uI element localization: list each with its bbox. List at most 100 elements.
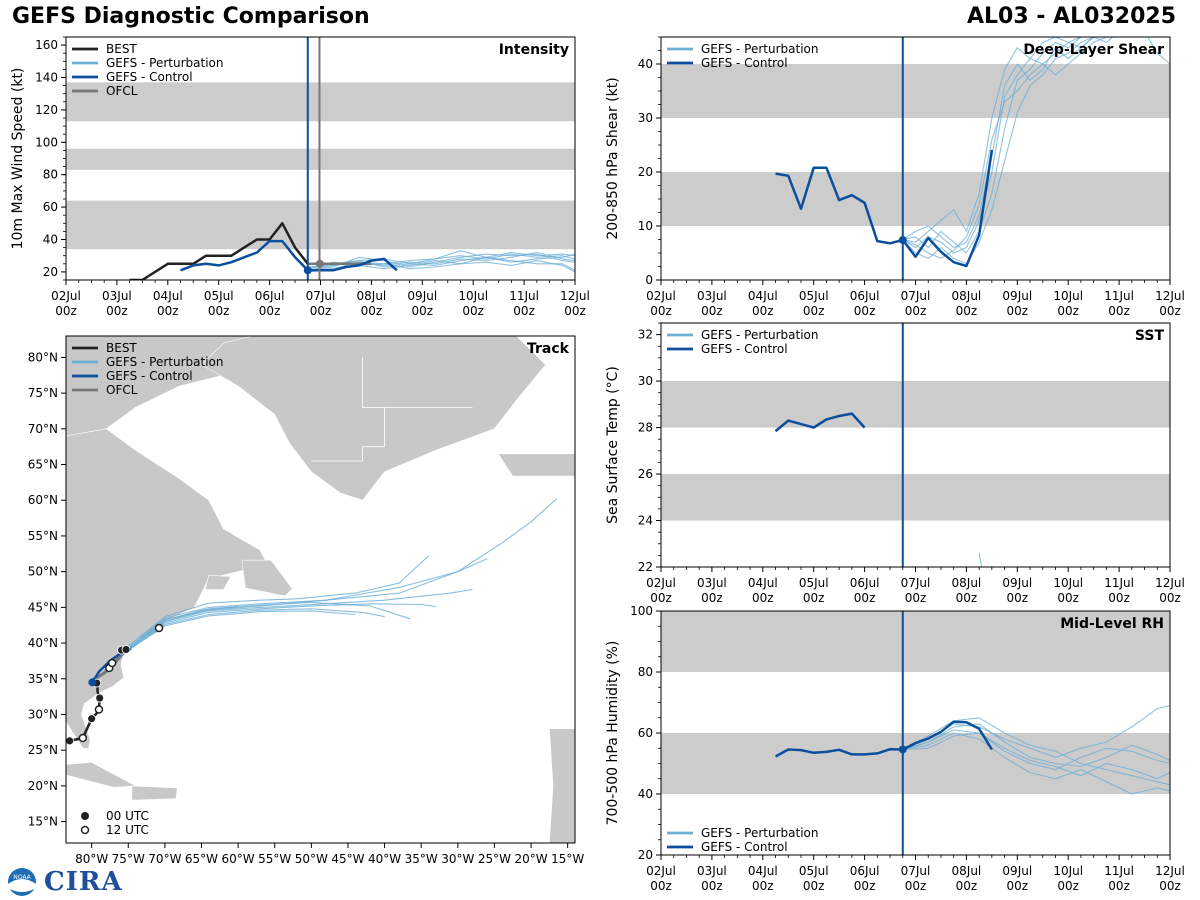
x-tick-label-hour: 00z — [1007, 879, 1029, 893]
lat-tick-label: 35°N — [28, 672, 58, 686]
shear-ylabel: 200-850 hPa Shear (kt) — [605, 77, 621, 239]
noaa-logo-icon: NOAA — [8, 868, 36, 896]
track-perturbation — [93, 603, 436, 683]
threshold-band — [661, 611, 1170, 672]
x-tick-label-hour: 00z — [1108, 591, 1130, 605]
x-tick-label-date: 11Jul — [1104, 576, 1134, 590]
x-tick-label-date: 03Jul — [697, 864, 727, 878]
best-point-12utc — [107, 658, 117, 668]
x-tick-label-date: 08Jul — [952, 289, 982, 303]
shear-series-perturbation — [902, 37, 1114, 249]
x-tick-label-hour: 00z — [1057, 591, 1079, 605]
track-frame — [65, 335, 576, 844]
lat-tick-label: 20°N — [28, 779, 58, 793]
x-tick-label-hour: 00z — [956, 591, 978, 605]
y-tick-label: 120 — [35, 103, 58, 117]
shear-init-marker — [898, 236, 907, 245]
y-tick-label: 20 — [638, 165, 653, 179]
x-tick-label-hour: 00z — [650, 591, 672, 605]
sst-title: SST — [1135, 328, 1165, 344]
x-tick-label-date: 05Jul — [799, 576, 829, 590]
x-tick-label-hour: 00z — [854, 879, 876, 893]
x-tick-label-date: 12Jul — [560, 289, 590, 303]
x-tick-label-hour: 00z — [752, 304, 774, 318]
land-greenland — [201, 336, 547, 501]
x-tick-label-hour: 00z — [1159, 879, 1181, 893]
rh-series-perturbation — [902, 732, 1170, 795]
intensity-plot-area — [66, 82, 575, 280]
x-tick-label-date: 04Jul — [748, 289, 778, 303]
legend-label-perturbation: GEFS - Perturbation — [106, 355, 223, 369]
track-chart: 80°W 75°W 70°W 65°W 60°W 55°W 50°W 45°W 40°W 35°W… — [28, 335, 584, 866]
x-tick-label-hour: 00z — [1159, 591, 1181, 605]
track-plot-area — [66, 336, 575, 843]
lon-tick-label: 20°W — [514, 852, 547, 866]
x-tick-label-hour: 00z — [564, 304, 586, 318]
legend-marker-00utc — [81, 812, 89, 820]
sst-series-perturbation — [978, 552, 983, 567]
lat-tick-label: 80°N — [28, 350, 58, 364]
y-tick-label: 22 — [638, 560, 653, 574]
x-tick-label-hour: 00z — [701, 304, 723, 318]
x-tick-label-date: 06Jul — [850, 576, 880, 590]
lat-tick-label: 60°N — [28, 493, 58, 507]
intensity-title: Intensity — [499, 42, 569, 58]
legend-label-best: BEST — [106, 341, 137, 355]
x-tick-label-hour: 00z — [701, 591, 723, 605]
lat-tick-label: 25°N — [28, 743, 58, 757]
storm-id: AL03 - AL032025 — [967, 4, 1176, 29]
threshold-band — [66, 82, 575, 122]
sst-chart: 22242628303202Jul00z03Jul00z04Jul00z05Ju… — [605, 322, 1185, 605]
lon-tick-label: 80°W — [75, 852, 108, 866]
noaa-label: NOAA — [13, 874, 31, 881]
intensity-series-perturbation — [307, 253, 575, 271]
y-tick-label: 40 — [638, 57, 653, 71]
y-tick-label: 0 — [645, 273, 653, 287]
rh-init-marker — [898, 745, 907, 754]
y-tick-label: 32 — [638, 328, 653, 342]
x-tick-label-date: 10Jul — [1053, 289, 1083, 303]
x-tick-label-date: 11Jul — [1104, 864, 1134, 878]
x-tick-label-hour: 00z — [752, 591, 774, 605]
shear-plot-area — [661, 37, 1170, 268]
x-tick-label-date: 09Jul — [1002, 576, 1032, 590]
x-tick-label-hour: 00z — [208, 304, 230, 318]
best-point-12utc — [94, 705, 104, 714]
legend-label-perturbation: GEFS - Perturbation — [701, 42, 818, 56]
x-tick-label-date: 05Jul — [204, 289, 234, 303]
legend-label-control: GEFS - Control — [106, 70, 193, 84]
x-tick-label-date: 06Jul — [255, 289, 285, 303]
x-tick-label-date: 07Jul — [306, 289, 336, 303]
x-tick-label-hour: 00z — [803, 591, 825, 605]
best-point-00utc — [95, 693, 105, 703]
best-point-00utc — [121, 645, 131, 654]
x-tick-label-hour: 00z — [1108, 879, 1130, 893]
y-tick-label: 20 — [638, 848, 653, 862]
lat-tick-label: 45°N — [28, 600, 58, 614]
x-tick-label-hour: 00z — [803, 879, 825, 893]
legend-label-00utc: 00 UTC — [106, 809, 149, 823]
page-title: GEFS Diagnostic Comparison — [12, 4, 370, 29]
track-title: Track — [527, 341, 570, 357]
track-perturbation — [93, 555, 429, 683]
x-tick-label-date: 06Jul — [850, 289, 880, 303]
track-init-marker — [88, 678, 97, 687]
legend-label-ofcl: OFCL — [106, 383, 138, 397]
x-tick-label-date: 12Jul — [1155, 289, 1185, 303]
intensity-ofcl-marker — [315, 259, 324, 268]
sst-series-control — [774, 412, 866, 433]
x-tick-label-date: 10Jul — [458, 289, 488, 303]
y-tick-label: 26 — [638, 467, 653, 481]
x-tick-label-hour: 00z — [854, 591, 876, 605]
x-tick-label-hour: 00z — [1108, 304, 1130, 318]
lat-tick-label: 75°N — [28, 386, 58, 400]
intensity-series-best — [129, 222, 309, 280]
best-point-00utc — [66, 736, 75, 746]
x-tick-label-hour: 00z — [1007, 591, 1029, 605]
best-point-00utc — [87, 714, 97, 724]
land-newfoundland-gulf — [204, 574, 232, 590]
x-tick-label-date: 06Jul — [850, 864, 880, 878]
shear-chart: 01020304002Jul00z03Jul00z04Jul00z05Jul00… — [605, 36, 1185, 318]
x-tick-label-date: 12Jul — [1155, 864, 1185, 878]
x-tick-label-date: 05Jul — [799, 289, 829, 303]
